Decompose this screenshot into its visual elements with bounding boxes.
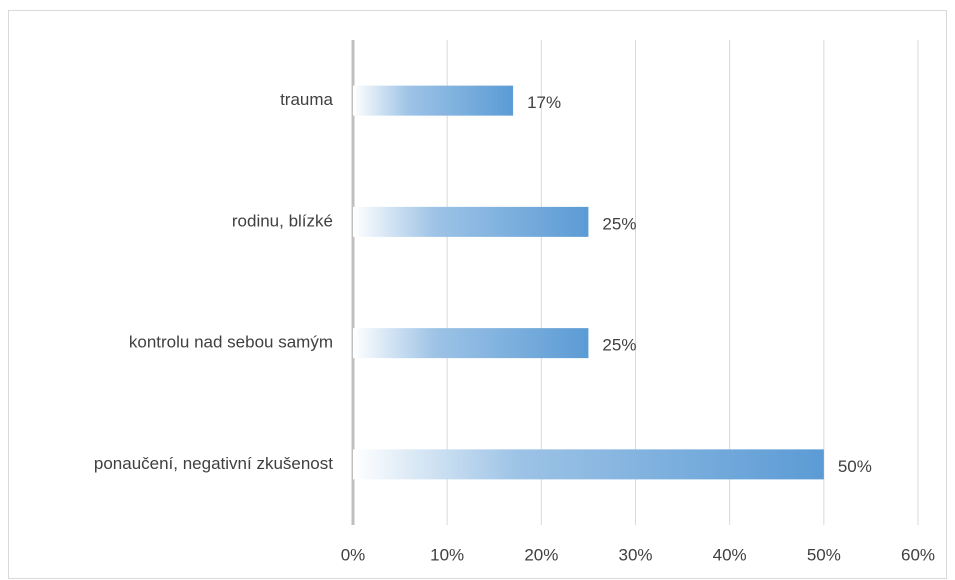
data-label: 17% — [527, 93, 561, 112]
x-tick-label: 60% — [901, 545, 935, 564]
bar — [353, 206, 589, 237]
y-tick-label: ponaučení, negativní zkušenost — [94, 454, 333, 473]
bar — [353, 328, 589, 359]
x-tick-label: 10% — [430, 545, 464, 564]
bar — [353, 85, 514, 116]
data-label: 25% — [602, 336, 636, 355]
bar — [353, 449, 824, 480]
y-tick-label: rodinu, blízké — [232, 211, 333, 230]
x-tick-label: 40% — [713, 545, 747, 564]
y-tick-label: trauma — [280, 90, 333, 109]
y-tick-label: kontrolu nad sebou samým — [129, 333, 333, 352]
x-tick-label: 30% — [618, 545, 652, 564]
x-tick-label: 0% — [341, 545, 366, 564]
data-label: 25% — [602, 214, 636, 233]
x-tick-label: 20% — [524, 545, 558, 564]
data-label: 50% — [838, 457, 872, 476]
x-tick-label: 50% — [807, 545, 841, 564]
